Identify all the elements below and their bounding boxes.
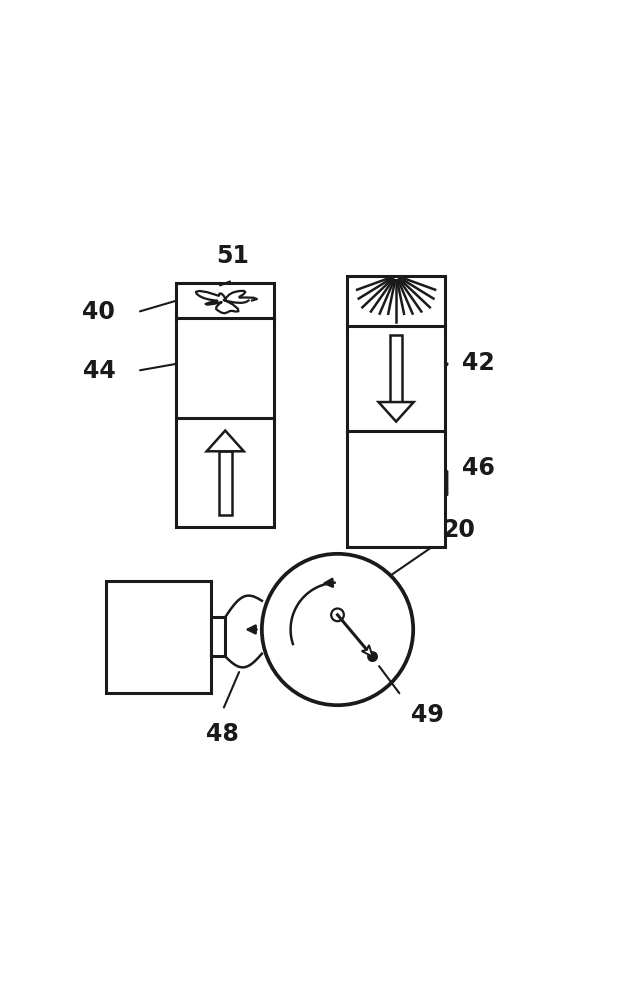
Bar bbox=[347, 276, 445, 547]
Circle shape bbox=[331, 609, 344, 621]
Bar bbox=[106, 581, 210, 693]
Text: 48: 48 bbox=[207, 722, 239, 746]
Polygon shape bbox=[379, 402, 414, 422]
Polygon shape bbox=[362, 645, 372, 657]
Bar bbox=[219, 451, 232, 515]
Text: 42: 42 bbox=[462, 351, 495, 375]
Text: 46: 46 bbox=[462, 456, 495, 480]
Bar bbox=[176, 283, 274, 527]
Bar bbox=[210, 617, 226, 656]
Polygon shape bbox=[207, 431, 244, 451]
Circle shape bbox=[368, 652, 377, 661]
Text: 20: 20 bbox=[442, 518, 476, 542]
Text: 51: 51 bbox=[216, 244, 249, 268]
Text: 49: 49 bbox=[411, 703, 444, 727]
Circle shape bbox=[262, 554, 413, 705]
Bar bbox=[390, 335, 402, 402]
Text: 44: 44 bbox=[83, 359, 115, 383]
Text: 40: 40 bbox=[83, 300, 115, 324]
